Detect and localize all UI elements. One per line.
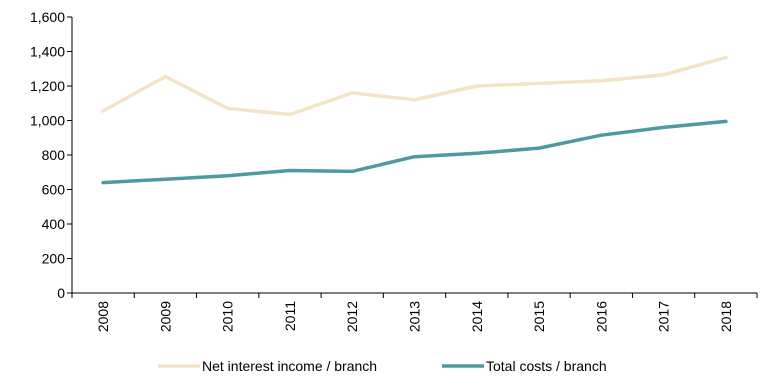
x-tick-label: 2010: [220, 301, 236, 332]
x-tick-label: 2017: [656, 301, 672, 332]
x-tick-label: 2015: [531, 301, 547, 332]
legend-entry: Net interest income / branch: [158, 358, 377, 374]
legend: Net interest income / branch Total costs …: [158, 358, 607, 374]
x-tick-label: 2011: [282, 301, 298, 331]
legend-label: Total costs / branch: [486, 358, 607, 374]
x-tick-label: 2009: [157, 301, 173, 332]
y-tick-label: 1,600: [30, 9, 65, 25]
y-tick-label: 1,400: [30, 44, 65, 60]
x-tick-label: 2016: [593, 301, 609, 332]
x-tick-label: 2008: [95, 301, 111, 332]
y-tick-label: 400: [42, 216, 66, 232]
x-tick-label: 2013: [407, 301, 423, 332]
x-tick-label: 2012: [344, 301, 360, 332]
series-layer: [101, 55, 728, 185]
legend-label: Net interest income / branch: [202, 358, 377, 374]
series-line-1: [101, 55, 728, 117]
y-axis: 0 200 400 600 800 1,000 1,200 1,400 1,600: [30, 9, 73, 301]
y-tick-label: 1,000: [30, 113, 65, 129]
legend-entry: Total costs / branch: [442, 358, 607, 374]
y-tick-label: 0: [57, 285, 65, 301]
y-tick-label: 200: [42, 251, 66, 267]
y-tick-label: 600: [42, 182, 66, 198]
x-axis: 2008 2009 2010 2011 2012 2013 2014 2015 2016 2017…: [71, 292, 758, 332]
y-tick-label: 800: [42, 147, 66, 163]
x-tick-label: 2014: [469, 301, 485, 332]
series-line-2: [101, 119, 728, 185]
x-tick-label: 2018: [718, 301, 734, 332]
y-tick-label: 1,200: [30, 78, 65, 94]
